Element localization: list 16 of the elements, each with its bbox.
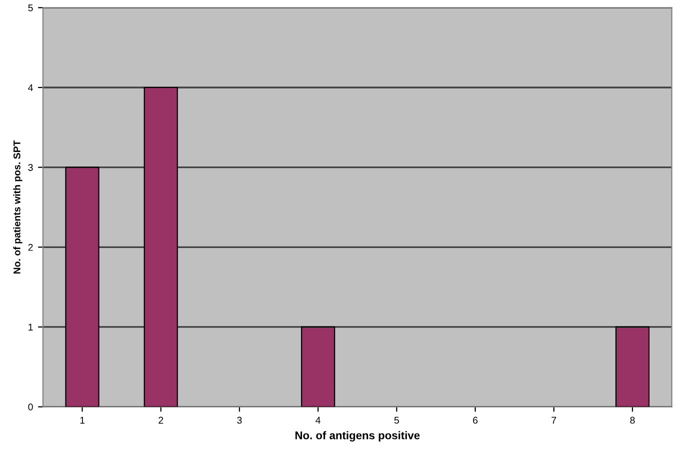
y-tick-label: 2 bbox=[28, 244, 33, 251]
y-tick-label: 1 bbox=[28, 324, 33, 330]
y-tick-label: 3 bbox=[28, 164, 33, 171]
x-tick-label: 8 bbox=[630, 416, 635, 424]
x-tick-label: 5 bbox=[394, 416, 399, 424]
y-tick-label: 5 bbox=[28, 4, 33, 12]
x-tick-label: 4 bbox=[316, 416, 320, 424]
x-tick-label: 3 bbox=[237, 416, 242, 424]
x-tick-label: 6 bbox=[473, 416, 478, 424]
y-tick-label: 4 bbox=[28, 84, 33, 92]
x-axis-title: No. of antigens positive bbox=[295, 431, 420, 442]
x-tick-label: 2 bbox=[158, 416, 164, 424]
y-tick-label: 0 bbox=[28, 404, 33, 410]
x-tick-label: 7 bbox=[552, 416, 556, 424]
x-tick-label: 1 bbox=[80, 416, 84, 424]
y-axis-title: No. of patients with pos. SPT bbox=[13, 140, 22, 274]
